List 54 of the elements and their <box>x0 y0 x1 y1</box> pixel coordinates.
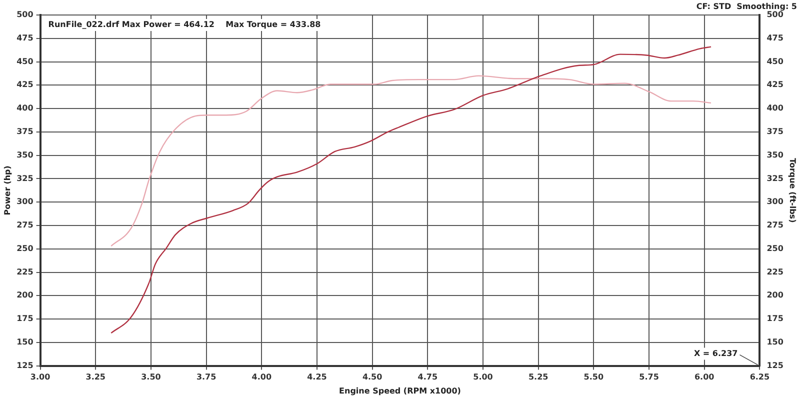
y2-tick-label: 475 <box>766 33 784 42</box>
y2-tick-label: 425 <box>766 80 784 90</box>
x-tick-label: 6.25 <box>750 372 770 382</box>
y-tick-label: 425 <box>16 80 34 90</box>
x-tick-label: 5.25 <box>528 372 549 382</box>
x-tick-label: 3.75 <box>196 372 217 382</box>
y2-tick-label: 450 <box>766 56 784 66</box>
y-tick-label: 300 <box>16 197 34 206</box>
text: CF: STD Smoothing: 5 <box>696 2 798 12</box>
x-tick-label: 5.75 <box>639 372 660 382</box>
x-tick-label: 4.50 <box>362 372 383 382</box>
x-tick-label: 3.25 <box>86 372 106 382</box>
y2-axis-title: Torque (ft-lbs) <box>788 158 798 223</box>
y-tick-label: 275 <box>16 220 34 230</box>
y2-tick-label: 500 <box>766 10 784 20</box>
y-tick-label: 475 <box>16 33 34 42</box>
annotation: X = 6.237 <box>694 348 738 358</box>
y2-tick-label: 350 <box>766 150 784 160</box>
y-tick-label: 175 <box>16 314 34 324</box>
y2-tick-label: 275 <box>766 220 784 230</box>
y2-tick-label: 400 <box>766 104 784 113</box>
y-tick-label: 125 <box>16 360 34 370</box>
y2-tick-label: 225 <box>766 267 784 276</box>
y2-tick-label: 200 <box>766 290 784 300</box>
line-series <box>110 46 712 334</box>
y-tick-label: 150 <box>16 337 34 346</box>
x-tick-label: 4.00 <box>252 372 272 382</box>
x-tick-label: 5.50 <box>584 372 604 382</box>
x-tick-label: 3.00 <box>30 372 51 382</box>
annotation: RunFile_022.drf Max Power = 464.12 Max Torque = 433.88 <box>48 20 322 30</box>
y-tick-label: 225 <box>16 267 34 276</box>
y-tick-label: 200 <box>16 290 34 300</box>
y2-tick-label: 175 <box>766 314 784 324</box>
y-tick-label: 350 <box>16 150 34 160</box>
y2-tick-label: 250 <box>766 244 784 253</box>
y2-tick-label: 325 <box>766 174 784 183</box>
y-tick-label: 500 <box>16 10 34 20</box>
x-tick-label: 4.25 <box>307 372 328 382</box>
x-tick-label: 5.00 <box>473 372 494 382</box>
y-tick-label: 400 <box>16 104 34 113</box>
x-tick-label: 3.50 <box>141 372 162 382</box>
y2-tick-label: 375 <box>766 127 784 136</box>
y-tick-label: 450 <box>16 56 34 66</box>
y-tick-label: 250 <box>16 244 34 253</box>
y2-tick-label: 150 <box>766 337 784 346</box>
x-axis-title: Engine Speed (RPM x1000) <box>339 386 461 396</box>
line-series <box>110 75 712 247</box>
y2-tick-label: 300 <box>766 197 784 206</box>
y-tick-label: 375 <box>16 127 34 136</box>
x-tick-label: 6.00 <box>694 372 715 382</box>
y2-tick-label: 125 <box>766 360 784 370</box>
x-tick-label: 4.75 <box>418 372 438 382</box>
y-axis-title: Power (hp) <box>2 166 12 216</box>
y-tick-label: 325 <box>16 174 34 183</box>
